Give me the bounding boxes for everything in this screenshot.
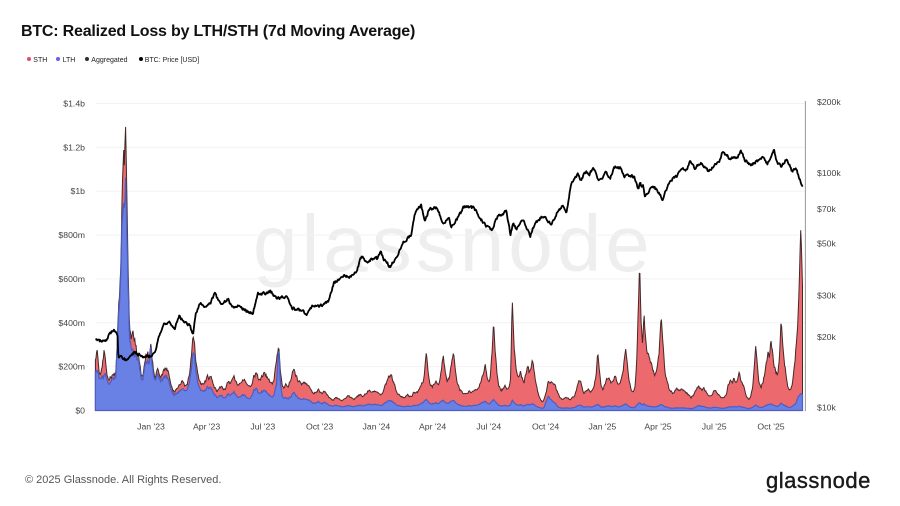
- svg-text:Oct '24: Oct '24: [532, 422, 559, 432]
- svg-text:Jan '25: Jan '25: [589, 422, 617, 432]
- svg-text:Jan '24: Jan '24: [363, 422, 391, 432]
- svg-text:$1.2b: $1.2b: [63, 142, 85, 152]
- svg-text:$800m: $800m: [58, 230, 85, 240]
- svg-text:$0: $0: [75, 406, 85, 416]
- svg-text:Apr '24: Apr '24: [419, 422, 446, 432]
- svg-text:Jul '25: Jul '25: [702, 422, 727, 432]
- svg-text:$600m: $600m: [58, 274, 85, 284]
- svg-text:Jul '24: Jul '24: [476, 422, 501, 432]
- svg-text:$70k: $70k: [817, 204, 836, 214]
- svg-text:Jan '23: Jan '23: [137, 422, 165, 432]
- svg-text:$1.4b: $1.4b: [63, 99, 85, 109]
- svg-text:Apr '25: Apr '25: [644, 422, 671, 432]
- svg-text:Jul '23: Jul '23: [250, 422, 275, 432]
- svg-text:Apr '23: Apr '23: [193, 422, 220, 432]
- svg-text:$1b: $1b: [71, 186, 86, 196]
- svg-text:$100k: $100k: [817, 168, 841, 178]
- svg-text:$400m: $400m: [58, 318, 85, 328]
- svg-text:$50k: $50k: [817, 239, 836, 249]
- svg-text:glassnode: glassnode: [253, 199, 654, 288]
- svg-text:Oct '25: Oct '25: [757, 422, 784, 432]
- svg-text:$10k: $10k: [817, 403, 836, 413]
- svg-text:Oct '23: Oct '23: [306, 422, 333, 432]
- svg-text:$200k: $200k: [817, 97, 841, 107]
- svg-text:$30k: $30k: [817, 291, 836, 301]
- svg-text:$20k: $20k: [817, 332, 836, 342]
- svg-text:$200m: $200m: [58, 362, 85, 372]
